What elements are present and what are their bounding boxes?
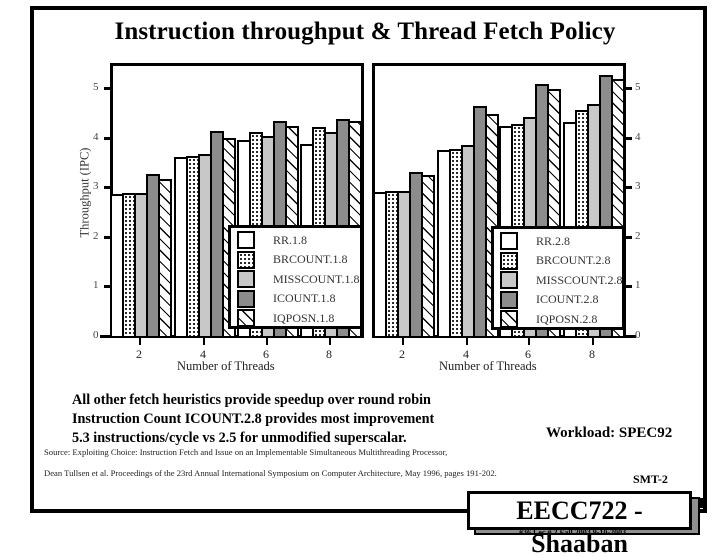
legend-swatch (237, 231, 255, 249)
y-tick-label: 2 (93, 229, 99, 242)
legend-label: MISSCOUNT.1.8 (273, 271, 360, 286)
y-tick (104, 235, 110, 239)
legend-swatch (500, 232, 518, 250)
legend-swatch (500, 290, 518, 309)
x-tick-label: 6 (525, 347, 531, 361)
bullet-3: 5.3 instructions/cycle vs 2.5 for unmodi… (72, 430, 407, 446)
y-tick-label: 2 (635, 229, 641, 242)
x-tick-label: 8 (589, 347, 595, 361)
y-tick (626, 285, 632, 289)
slide-footer-meta: #36 Lec # 2 Fall 2003 9-10-2003 (519, 528, 627, 537)
y-tick (104, 186, 110, 190)
slide-title: Instruction throughput & Thread Fetch Po… (114, 18, 616, 45)
x-axis-line (100, 335, 364, 338)
y-tick-label: 5 (635, 81, 641, 93)
x-tick-label: 8 (326, 347, 332, 361)
legend-item: ICOUNT.1.8 (237, 289, 336, 308)
x-tick (528, 337, 530, 345)
y-tick (626, 87, 632, 90)
legend-label: RR.2.8 (536, 233, 571, 248)
legend-item: RR.2.8 (500, 232, 570, 250)
x-tick (266, 337, 268, 345)
y-tick-label: 4 (635, 130, 641, 143)
y-tick (626, 186, 632, 190)
legend-label: MISSCOUNT.2.8 (536, 272, 623, 287)
slide-frame (30, 6, 707, 513)
legend-label: IQPOSN.2.8 (536, 311, 598, 326)
legend-item: BRCOUNT.2.8 (500, 251, 611, 270)
y-tick-label: 0 (93, 329, 99, 341)
y-tick-label: 5 (93, 81, 99, 93)
legend-label: ICOUNT.1.8 (273, 291, 336, 305)
legend-item: RR.1.8 (237, 231, 307, 249)
y-tick-label: 3 (635, 180, 641, 193)
x-tick-label: 2 (399, 347, 405, 361)
legend-item: IQPOSN.2.8 (500, 310, 597, 328)
y-tick (104, 285, 110, 289)
y-tick (104, 335, 110, 338)
x-tick-label: 4 (463, 347, 469, 361)
y-tick-label: 0 (635, 329, 641, 341)
source-citation-1: Source: Exploiting Choice: Instruction F… (44, 447, 448, 457)
course-title-box: EECC722 - Shaaban (467, 491, 692, 558)
y-tick-label: 4 (93, 130, 99, 143)
x-tick (402, 337, 404, 345)
legend-swatch (237, 250, 255, 269)
x-tick (139, 337, 141, 345)
legend-swatch (237, 289, 255, 308)
x-tick-label: 2 (136, 347, 142, 361)
y-tick-label: 3 (93, 180, 99, 193)
x-tick-label: 6 (263, 347, 269, 361)
legend-item: BRCOUNT.1.8 (237, 250, 348, 269)
chart-legend: RR.2.8 BRCOUNT.2.8 MISSCOUNT.2.8 ICOUNT.2.8… (491, 226, 625, 330)
bullet-2: Instruction Count ICOUNT.2.8 provides mo… (72, 411, 435, 427)
x-axis-line (372, 335, 636, 338)
x-tick (466, 337, 468, 345)
bar-iqposn-1-8 (158, 178, 172, 336)
legend-swatch (500, 271, 518, 289)
legend-label: ICOUNT.2.8 (536, 292, 599, 306)
x-tick-label: 4 (200, 347, 206, 361)
legend-item: MISSCOUNT.2.8 (500, 271, 622, 289)
workload-label: Workload: SPEC92 (546, 425, 673, 441)
x-axis-title: Number of Threads (439, 359, 537, 373)
frame-connector (700, 498, 704, 508)
chart-legend: RR.1.8 BRCOUNT.1.8 MISSCOUNT.1.8 ICOUNT.1.8… (228, 225, 363, 329)
y-tick (626, 136, 632, 140)
legend-label: RR.1.8 (273, 232, 308, 247)
legend-label: BRCOUNT.1.8 (273, 252, 348, 266)
y-tick (104, 136, 110, 140)
y-tick-label: 1 (93, 279, 99, 292)
bar-brcount-2-8 (449, 149, 463, 336)
legend-swatch (500, 251, 518, 270)
x-tick (203, 337, 205, 345)
legend-item: IQPOSN.1.8 (237, 309, 334, 327)
source-citation-2: Dean Tullsen et al. Proceedings of the 2… (44, 468, 497, 478)
y-tick (626, 335, 632, 338)
x-tick (592, 337, 594, 345)
legend-item: MISSCOUNT.1.8 (237, 270, 359, 288)
y-tick (626, 235, 632, 239)
bullet-1: All other fetch heuristics provide speed… (72, 392, 431, 408)
x-tick (329, 337, 331, 345)
x-axis-title: Number of Threads (177, 359, 275, 373)
summary-bullets: All other fetch heuristics provide speed… (72, 391, 434, 448)
y-axis-title: Throughput (IPC) (77, 147, 92, 238)
topic-tag: SMT-2 (633, 472, 668, 486)
legend-item: ICOUNT.2.8 (500, 290, 599, 309)
legend-swatch (500, 310, 518, 328)
bar-iqposn-2-8 (421, 174, 435, 336)
legend-swatch (237, 309, 255, 327)
legend-swatch (237, 270, 255, 288)
y-tick (104, 87, 110, 90)
legend-label: BRCOUNT.2.8 (536, 253, 611, 267)
y-tick-label: 1 (635, 279, 641, 292)
legend-label: IQPOSN.1.8 (273, 310, 335, 325)
